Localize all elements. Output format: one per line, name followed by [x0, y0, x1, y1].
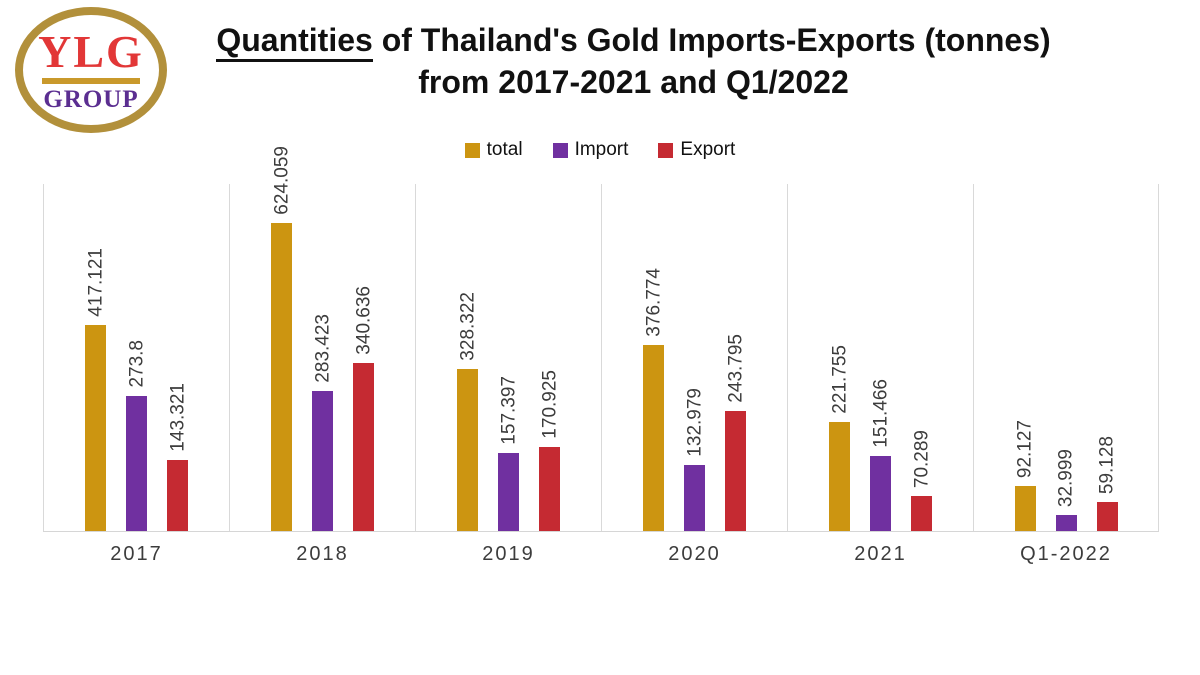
barwrap-total-2019: 328.322 — [457, 184, 478, 531]
legend-swatch-total — [464, 142, 480, 158]
value-label-total-2017: 417.121 — [85, 248, 106, 317]
category-label-2017: 2017 — [110, 543, 163, 565]
bar-import-2018 — [312, 391, 333, 531]
chart-title-line1-rest: of Thailand's Gold Imports-Exports (tonn… — [372, 22, 1051, 58]
legend-item-total: total — [464, 139, 523, 161]
value-label-import-q1-2022: 32.999 — [1055, 448, 1077, 507]
barwrap-total-2021: 221.755 — [829, 184, 850, 531]
legend-label-export: Export — [680, 139, 736, 160]
bar-import-2017 — [126, 396, 147, 531]
category-label-2021: 2021 — [854, 543, 907, 565]
barwrap-import-q1-2022: 32.999 — [1055, 184, 1077, 531]
barwrap-total-2018: 624.059 — [271, 146, 292, 531]
bar-import-2021 — [870, 456, 891, 531]
category-group-2018: 624.059 283.423 340.636 2018 — [229, 146, 415, 565]
legend-swatch-import — [552, 142, 568, 158]
legend-swatch-export — [658, 142, 674, 158]
category-label-2019: 2019 — [482, 543, 535, 565]
bar-import-2020 — [684, 465, 705, 531]
category-group-q1-2022: 92.127 32.999 59.128 Q1-2022 — [973, 184, 1159, 565]
bar-import-2019 — [498, 453, 519, 531]
legend-label-total: total — [486, 139, 523, 160]
value-label-export-2018: 340.636 — [353, 286, 374, 355]
value-label-import-2021: 151.466 — [870, 379, 891, 448]
category-label-2020: 2020 — [668, 543, 721, 565]
legend-label-import: Import — [574, 139, 629, 160]
barwrap-import-2020: 132.979 — [684, 184, 705, 531]
barwrap-import-2018: 283.423 — [312, 184, 333, 531]
barwrap-import-2019: 157.397 — [498, 184, 519, 531]
bar-export-q1-2022 — [1096, 502, 1118, 531]
barwrap-total-2020: 376.774 — [643, 184, 664, 531]
value-label-export-2019: 170.925 — [539, 370, 560, 439]
category-label-q1-2022: Q1-2022 — [1020, 543, 1112, 565]
bar-total-q1-2022 — [1014, 486, 1036, 531]
bar-export-2020 — [725, 411, 746, 531]
value-label-total-2018: 624.059 — [271, 146, 292, 215]
value-label-import-2019: 157.397 — [498, 376, 519, 445]
barwrap-export-2020: 243.795 — [725, 184, 746, 531]
legend-item-export: Export — [658, 139, 735, 161]
bar-import-q1-2022 — [1055, 515, 1077, 531]
category-label-2018: 2018 — [296, 543, 349, 565]
barwrap-export-2018: 340.636 — [353, 184, 374, 531]
value-label-export-2017: 143.321 — [167, 383, 188, 452]
bar-export-2019 — [539, 447, 560, 531]
ylg-group-logo: YLG GROUP — [15, 7, 167, 133]
value-label-import-2017: 273.8 — [126, 340, 147, 388]
chart-legend: total Import Export — [0, 139, 1200, 161]
bar-export-2018 — [353, 363, 374, 531]
header: YLG GROUP Quantities of Thailand's Gold … — [0, 0, 1200, 133]
logo-text-ylg: YLG — [38, 25, 144, 77]
barwrap-export-q1-2022: 59.128 — [1096, 184, 1118, 531]
value-label-total-2019: 328.322 — [457, 292, 478, 361]
bar-export-2017 — [167, 460, 188, 531]
barwrap-import-2021: 151.466 — [870, 184, 891, 531]
bar-export-2021 — [911, 496, 932, 531]
chart-title-line2: from 2017-2021 and Q1/2022 — [418, 64, 849, 101]
value-label-import-2018: 283.423 — [312, 314, 333, 383]
barwrap-export-2019: 170.925 — [539, 184, 560, 531]
value-label-export-q1-2022: 59.128 — [1096, 435, 1118, 494]
category-group-2021: 221.755 151.466 70.289 2021 — [787, 184, 973, 565]
category-group-2017: 417.121 273.8 143.321 2017 — [43, 184, 229, 565]
bar-chart-plot-area: 417.121 273.8 143.321 2017 624.059 283.423 340… — [43, 146, 1159, 565]
value-label-export-2021: 70.289 — [911, 429, 932, 488]
bar-total-2018 — [271, 223, 292, 531]
value-label-import-2020: 132.979 — [684, 388, 705, 457]
bar-total-2017 — [85, 325, 106, 531]
logo-text-group: GROUP — [43, 85, 139, 113]
bar-total-2021 — [829, 422, 850, 531]
value-label-total-2021: 221.755 — [829, 345, 850, 414]
chart-title-underlined-word: Quantities — [216, 22, 373, 62]
bar-total-2019 — [457, 369, 478, 531]
value-label-export-2020: 243.795 — [725, 334, 746, 403]
chart-title-line1: Quantities of Thailand's Gold Imports-Ex… — [216, 22, 1051, 62]
chart-title: Quantities of Thailand's Gold Imports-Ex… — [167, 19, 1200, 103]
value-label-total-2020: 376.774 — [643, 268, 664, 337]
barwrap-export-2021: 70.289 — [911, 184, 932, 531]
category-group-2020: 376.774 132.979 243.795 2020 — [601, 184, 787, 565]
barwrap-import-2017: 273.8 — [126, 184, 147, 531]
barwrap-export-2017: 143.321 — [167, 184, 188, 531]
bar-total-2020 — [643, 345, 664, 531]
value-label-total-q1-2022: 92.127 — [1014, 419, 1036, 478]
category-group-2019: 328.322 157.397 170.925 2019 — [415, 184, 601, 565]
barwrap-total-2017: 417.121 — [85, 184, 106, 531]
legend-item-import: Import — [552, 139, 629, 161]
barwrap-total-q1-2022: 92.127 — [1014, 184, 1036, 531]
logo-divider — [42, 77, 140, 84]
